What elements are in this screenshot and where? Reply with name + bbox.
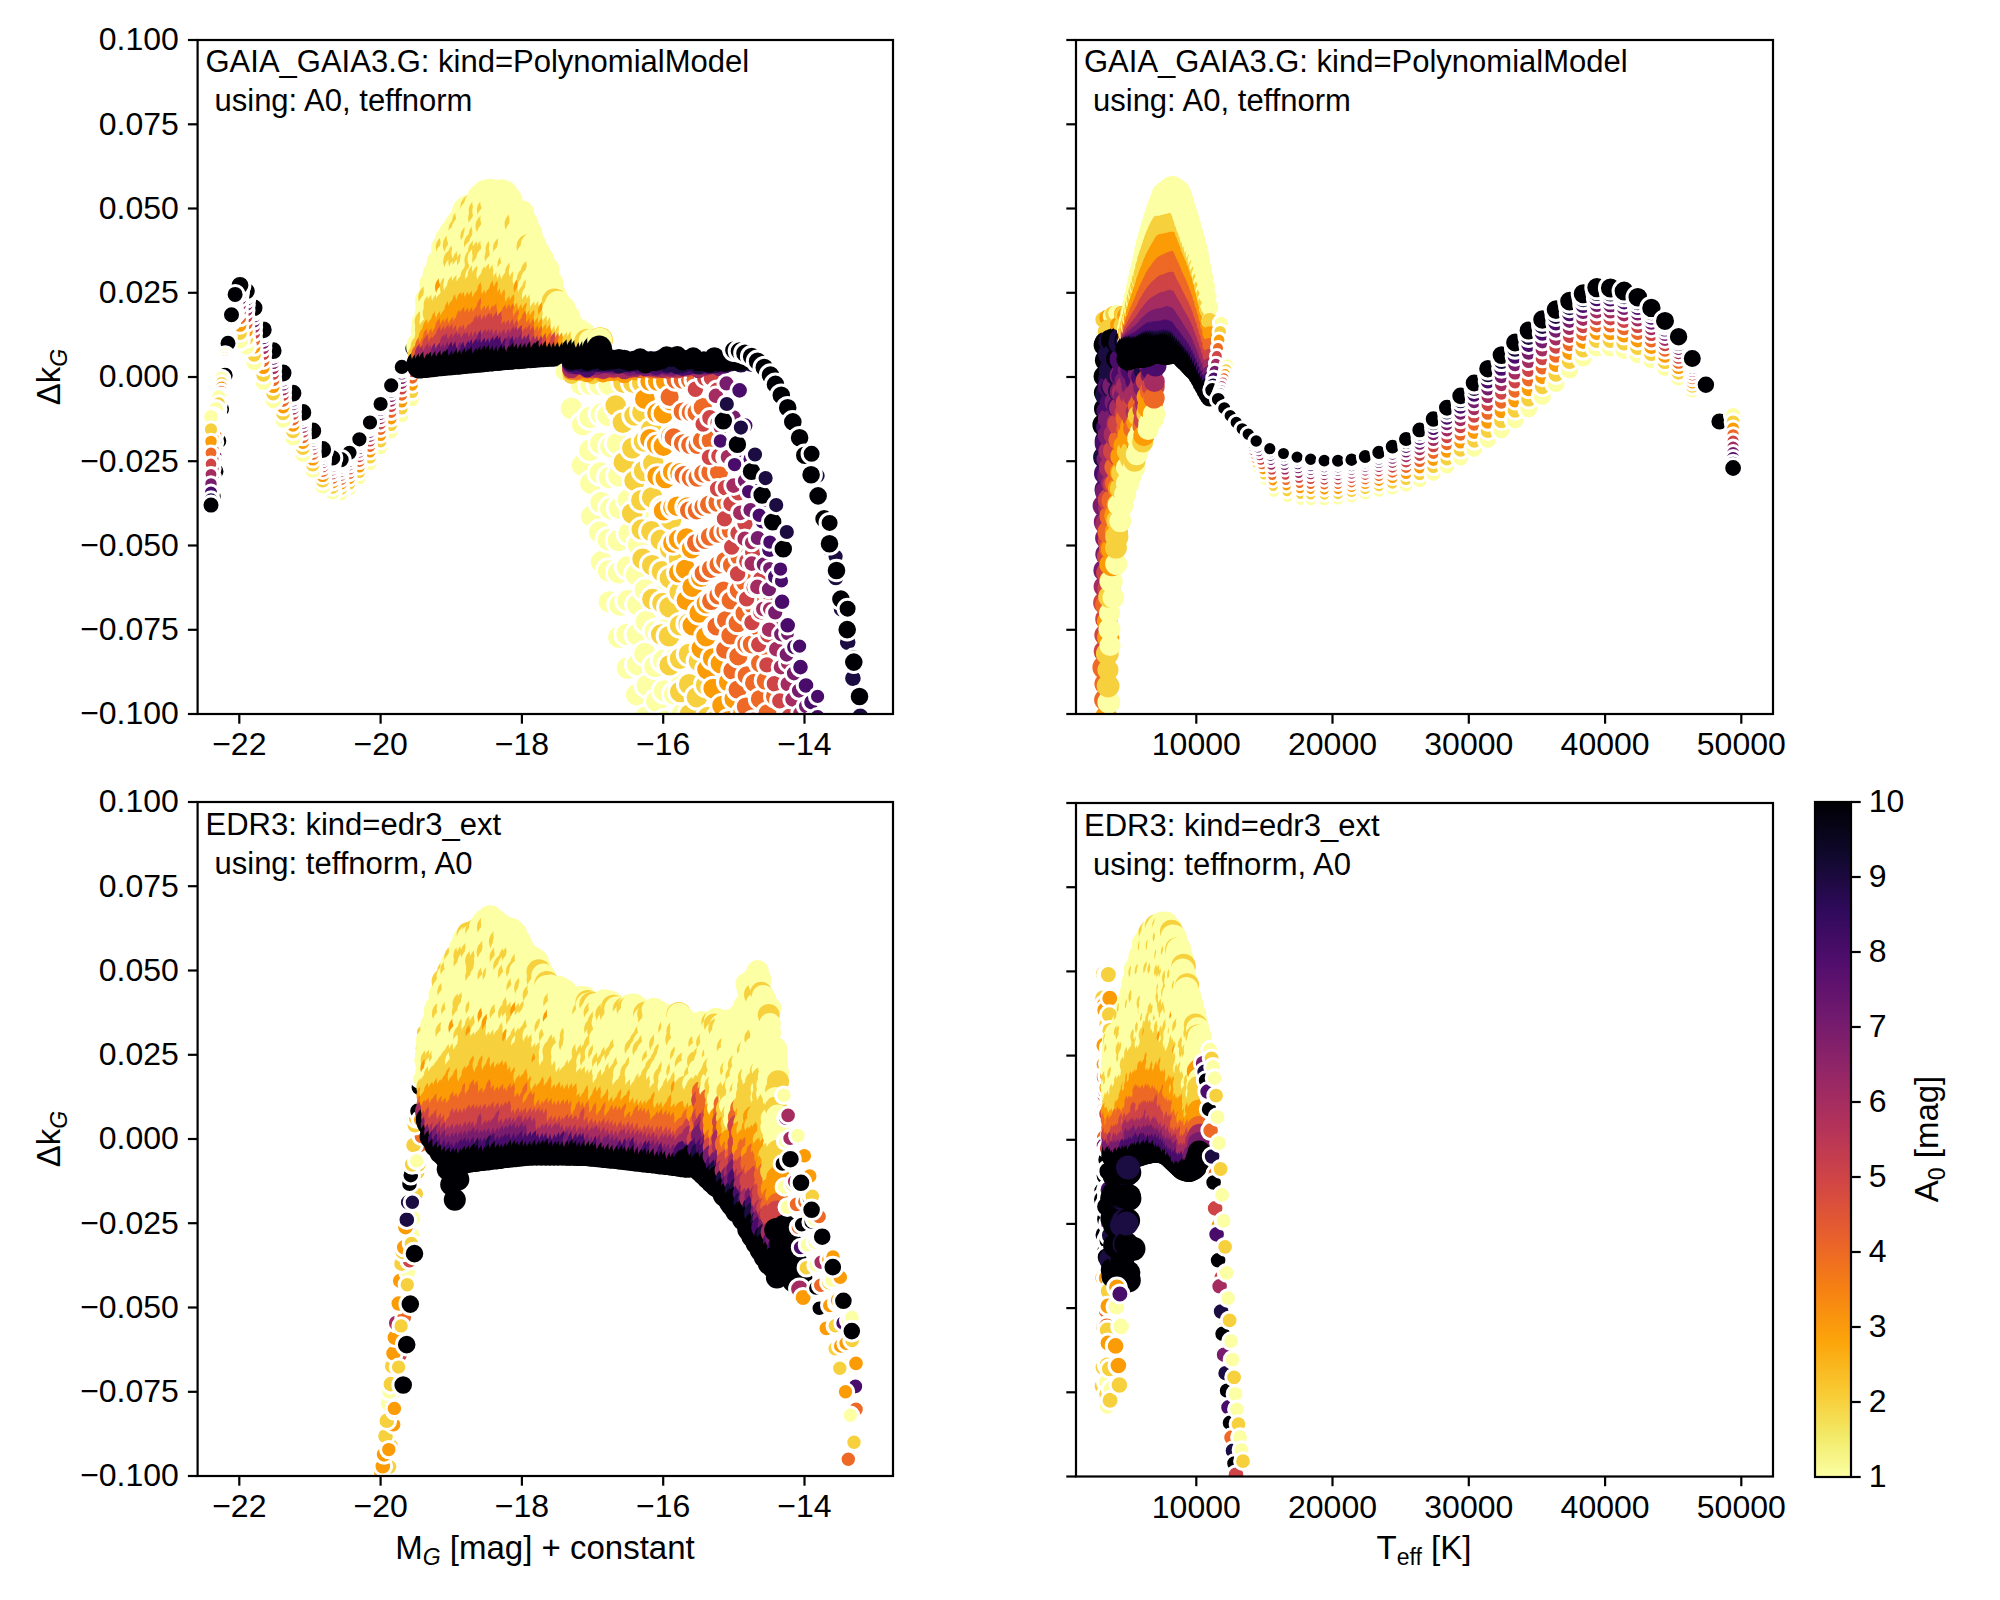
- svg-text:2: 2: [1869, 1383, 1887, 1419]
- svg-text:−14: −14: [777, 726, 831, 762]
- svg-text:using: A0, teffnorm: using: A0, teffnorm: [1093, 83, 1351, 118]
- svg-text:−22: −22: [212, 1488, 266, 1524]
- svg-text:GAIA_GAIA3.G: kind=PolynomialM: GAIA_GAIA3.G: kind=PolynomialModel: [1084, 44, 1628, 79]
- svg-text:using: A0, teffnorm: using: A0, teffnorm: [215, 83, 473, 118]
- svg-text:10: 10: [1869, 783, 1905, 819]
- svg-text:30000: 30000: [1424, 1489, 1513, 1525]
- svg-text:50000: 50000: [1697, 1489, 1786, 1525]
- svg-text:−18: −18: [495, 726, 549, 762]
- svg-text:−20: −20: [353, 726, 407, 762]
- svg-text:3: 3: [1869, 1308, 1887, 1344]
- svg-text:A0 [mag]: A0 [mag]: [1908, 1076, 1950, 1203]
- svg-text:−0.100: −0.100: [80, 695, 179, 731]
- svg-text:1: 1: [1869, 1458, 1887, 1494]
- svg-text:10000: 10000: [1152, 1489, 1241, 1525]
- svg-text:EDR3: kind=edr3_ext: EDR3: kind=edr3_ext: [1084, 808, 1380, 843]
- svg-text:using: teffnorm, A0: using: teffnorm, A0: [215, 846, 473, 881]
- svg-text:0.100: 0.100: [99, 21, 179, 57]
- svg-text:0.075: 0.075: [99, 106, 179, 142]
- svg-text:−22: −22: [212, 726, 266, 762]
- svg-text:−18: −18: [495, 1488, 549, 1524]
- svg-text:0.000: 0.000: [99, 1120, 179, 1156]
- svg-text:0.075: 0.075: [99, 868, 179, 904]
- svg-text:0.025: 0.025: [99, 1036, 179, 1072]
- svg-text:Teff [K]: Teff [K]: [1377, 1529, 1472, 1571]
- svg-text:20000: 20000: [1288, 726, 1377, 762]
- svg-text:9: 9: [1869, 858, 1887, 894]
- svg-text:0.025: 0.025: [99, 274, 179, 310]
- svg-text:−14: −14: [777, 1488, 831, 1524]
- svg-text:7: 7: [1869, 1008, 1887, 1044]
- svg-text:−0.025: −0.025: [80, 443, 179, 479]
- svg-text:50000: 50000: [1697, 726, 1786, 762]
- svg-text:10000: 10000: [1152, 726, 1241, 762]
- svg-text:GAIA_GAIA3.G: kind=PolynomialM: GAIA_GAIA3.G: kind=PolynomialModel: [206, 44, 750, 79]
- svg-text:MG [mag] + constant: MG [mag] + constant: [395, 1529, 694, 1571]
- svg-text:40000: 40000: [1561, 726, 1650, 762]
- svg-text:EDR3: kind=edr3_ext: EDR3: kind=edr3_ext: [206, 807, 502, 842]
- svg-text:0.000: 0.000: [99, 358, 179, 394]
- svg-text:4: 4: [1869, 1233, 1887, 1269]
- svg-text:40000: 40000: [1561, 1489, 1650, 1525]
- svg-text:30000: 30000: [1424, 726, 1513, 762]
- svg-text:0.100: 0.100: [99, 783, 179, 819]
- svg-text:−0.075: −0.075: [80, 611, 179, 647]
- svg-text:−16: −16: [636, 726, 690, 762]
- svg-text:−0.050: −0.050: [80, 1289, 179, 1325]
- svg-text:6: 6: [1869, 1083, 1887, 1119]
- svg-text:8: 8: [1869, 933, 1887, 969]
- svg-text:0.050: 0.050: [99, 952, 179, 988]
- svg-text:−0.025: −0.025: [80, 1205, 179, 1241]
- svg-text:20000: 20000: [1288, 1489, 1377, 1525]
- svg-text:0.050: 0.050: [99, 190, 179, 226]
- svg-text:−0.075: −0.075: [80, 1373, 179, 1409]
- svg-text:5: 5: [1869, 1158, 1887, 1194]
- svg-text:−16: −16: [636, 1488, 690, 1524]
- svg-text:−20: −20: [353, 1488, 407, 1524]
- svg-text:using: teffnorm, A0: using: teffnorm, A0: [1093, 847, 1351, 882]
- svg-text:−0.050: −0.050: [80, 527, 179, 563]
- svg-text:−0.100: −0.100: [80, 1457, 179, 1493]
